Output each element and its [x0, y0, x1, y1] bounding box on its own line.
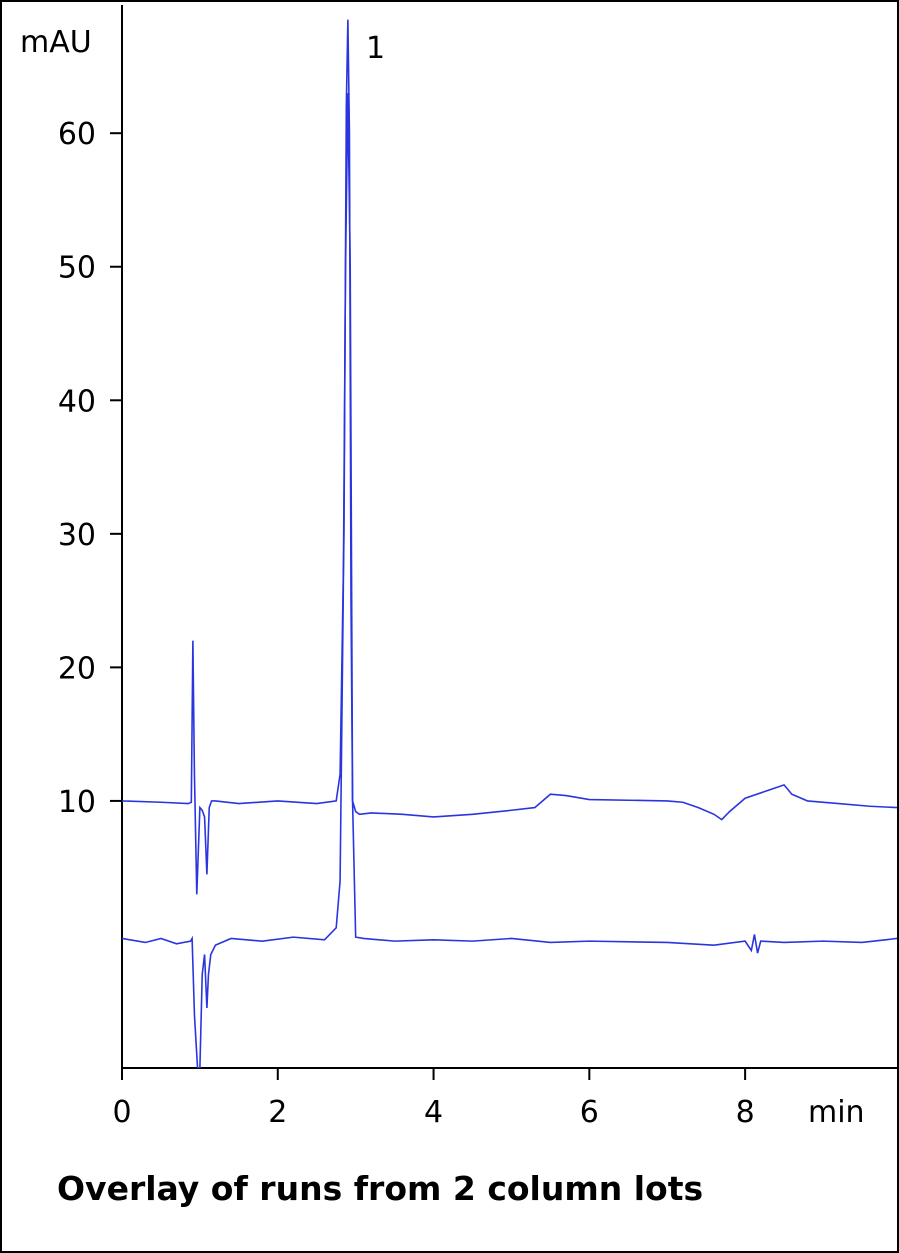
y-tick-label: 10 — [58, 785, 96, 820]
y-tick-label: 50 — [58, 251, 96, 286]
y-tick-label: 20 — [58, 651, 96, 686]
x-tick-label: 6 — [580, 1095, 599, 1130]
trace — [122, 93, 897, 1068]
y-axis-label: mAU — [20, 25, 92, 60]
x-tick-label: 2 — [268, 1095, 287, 1130]
chart-title: Overlay of runs from 2 column lots — [57, 1169, 703, 1208]
x-tick-label: 4 — [424, 1095, 443, 1130]
y-tick-label: 60 — [58, 117, 96, 152]
trace — [122, 19, 897, 895]
x-tick-label: 0 — [112, 1095, 131, 1130]
y-tick-label: 30 — [58, 518, 96, 553]
peak-label: 1 — [366, 31, 385, 66]
y-tick-label: 40 — [58, 384, 96, 419]
x-axis-label: min — [808, 1095, 865, 1130]
x-tick-label: 8 — [736, 1095, 755, 1130]
